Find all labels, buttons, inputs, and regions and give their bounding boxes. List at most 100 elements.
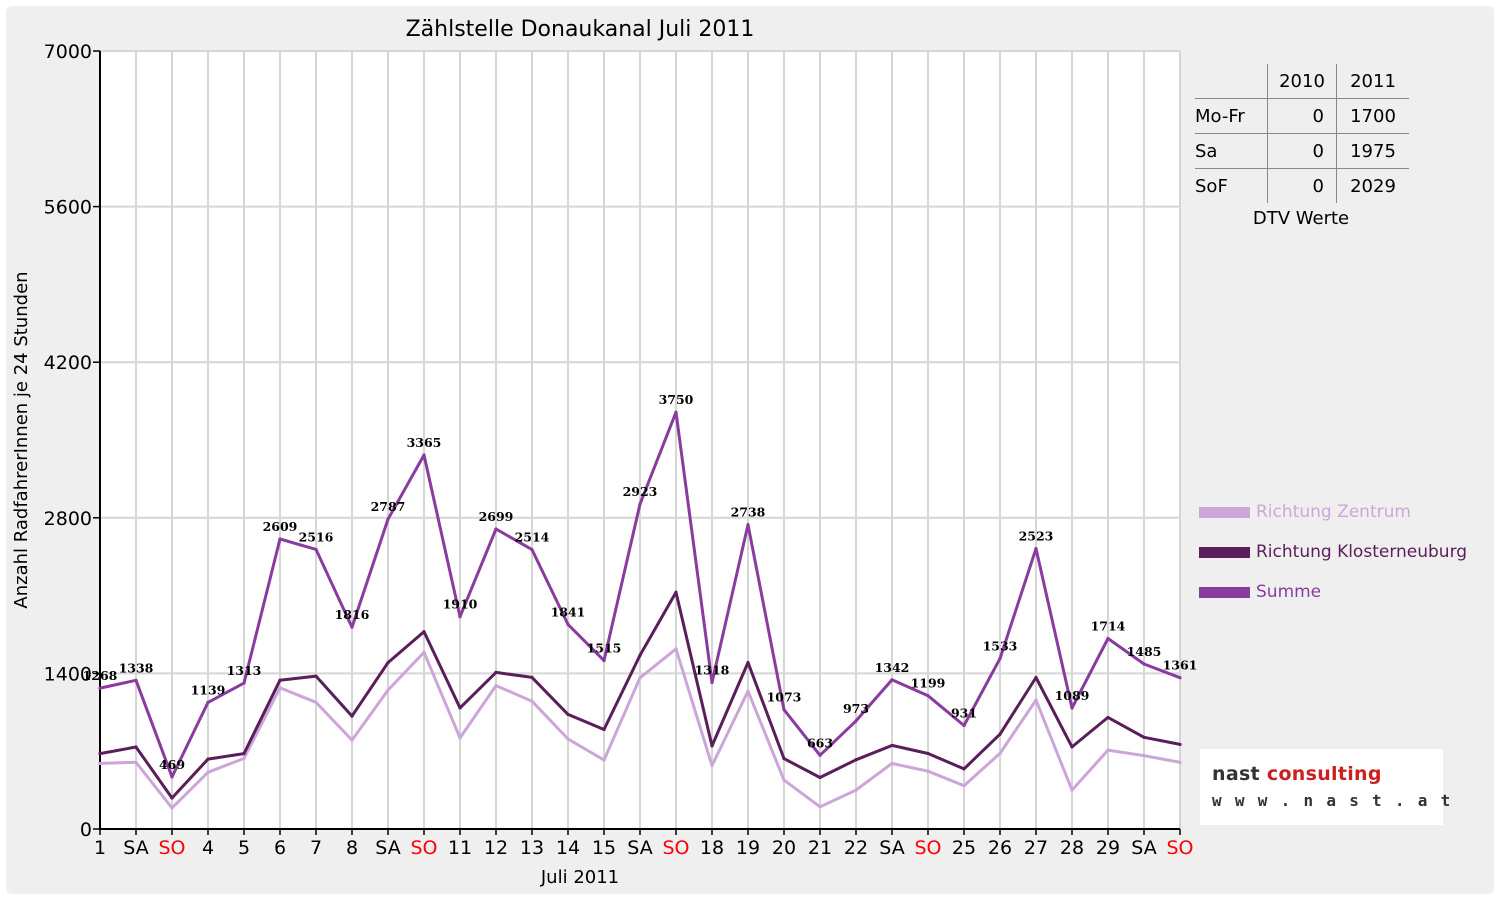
data-point: [998, 657, 1002, 661]
data-point: [350, 625, 354, 629]
data-label: 2787: [371, 499, 406, 514]
data-point: [386, 517, 390, 521]
data-point: [890, 743, 894, 748]
data-label: 3750: [659, 392, 694, 407]
data-point: [602, 758, 606, 762]
y-tick-label: 1400: [44, 663, 92, 685]
data-point: [134, 745, 138, 749]
dtv-value-2011: 1975: [1336, 133, 1409, 169]
logo-name: nast consulting: [1212, 763, 1382, 785]
data-point: [746, 660, 750, 665]
data-point: [746, 689, 750, 693]
x-tick-label: SO: [158, 837, 185, 859]
data-point: [890, 761, 894, 766]
data-point: [1070, 788, 1074, 792]
y-tick-label: 2800: [44, 508, 92, 530]
dtv-value-2010: 0: [1267, 98, 1337, 134]
dtv-header-empty: [1195, 64, 1268, 99]
data-point: [926, 694, 930, 698]
data-label: 1199: [911, 676, 946, 691]
x-tick-label: 12: [484, 837, 508, 859]
x-tick-label: SA: [123, 837, 148, 859]
data-point: [818, 753, 822, 757]
legend-swatch-klosterneuburg: [1199, 546, 1250, 558]
data-label: 663: [807, 735, 833, 750]
y-tick-label: 4200: [44, 352, 92, 374]
dtv-row: Sa 0 1975: [1195, 133, 1409, 169]
x-tick-label: 8: [346, 837, 358, 859]
logo-name-red: consulting: [1266, 763, 1382, 785]
chart-title: Zählstelle Donaukanal Juli 2011: [406, 17, 755, 42]
data-point: [494, 684, 498, 688]
data-label: 1342: [875, 660, 910, 675]
x-tick-label: 18: [700, 837, 724, 859]
data-point: [638, 502, 642, 506]
data-label: 2516: [299, 529, 334, 544]
dtv-row-label: SoF: [1195, 175, 1228, 197]
data-point: [1034, 546, 1038, 551]
x-tick-label: SO: [410, 837, 437, 859]
data-point: [242, 752, 246, 756]
data-point: [602, 659, 606, 663]
data-point: [674, 647, 678, 651]
dtv-row: SoF 0 2029: [1195, 168, 1409, 203]
logo-url: w w w . n a s t . a t: [1212, 791, 1453, 810]
data-point: [674, 410, 678, 414]
data-label: 1268: [83, 668, 118, 683]
data-point: [98, 752, 102, 756]
data-label: 1816: [335, 607, 370, 622]
y-tick-label: 5600: [44, 197, 92, 219]
data-point: [1106, 748, 1110, 752]
data-label: 1139: [191, 682, 226, 697]
data-point: [962, 784, 966, 788]
data-point: [638, 676, 642, 680]
data-label: 973: [843, 701, 869, 716]
data-label: 1361: [1163, 658, 1198, 673]
data-point: [566, 622, 570, 626]
data-point: [278, 686, 282, 690]
x-axis-label: Juli 2011: [540, 867, 619, 888]
data-point: [566, 737, 570, 741]
data-point: [926, 751, 930, 756]
data-point: [1070, 706, 1074, 710]
x-tick-label: 27: [1024, 837, 1048, 859]
data-point: [926, 769, 930, 773]
data-point: [566, 712, 570, 717]
data-point: [710, 680, 714, 685]
x-tick-label: 29: [1096, 837, 1120, 859]
x-tick-label: 20: [772, 837, 796, 859]
x-tick-label: 26: [988, 837, 1012, 859]
data-label: 1841: [551, 604, 586, 619]
data-label: 469: [159, 757, 185, 772]
data-point: [134, 760, 138, 764]
data-point: [458, 736, 462, 740]
data-point: [710, 764, 714, 768]
data-point: [386, 688, 390, 692]
data-point: [674, 590, 678, 594]
data-point: [782, 778, 786, 782]
legend-label-zentrum: Richtung Zentrum: [1256, 502, 1411, 522]
data-point: [1106, 715, 1110, 720]
data-point: [962, 767, 966, 771]
data-label: 931: [951, 706, 977, 721]
x-tick-label: SA: [627, 837, 652, 859]
data-point: [278, 678, 282, 682]
data-point: [1106, 636, 1110, 641]
data-point: [890, 678, 894, 682]
data-point: [170, 806, 174, 810]
data-point: [458, 706, 462, 710]
data-point: [422, 650, 426, 654]
dtv-value-2010: 0: [1267, 168, 1337, 203]
data-label: 1515: [587, 641, 622, 656]
dtv-row-label: Sa: [1195, 140, 1218, 162]
data-point: [1034, 698, 1038, 702]
dtv-value-2010: 0: [1267, 133, 1337, 169]
data-label: 1089: [1055, 688, 1090, 703]
x-tick-label: 21: [808, 837, 832, 859]
x-tick-label: 11: [448, 837, 472, 859]
logo: nast consulting w w w . n a s t . a t: [1200, 749, 1450, 825]
data-label: 2699: [479, 509, 514, 524]
data-label: 2514: [515, 530, 550, 545]
data-point: [638, 653, 642, 657]
